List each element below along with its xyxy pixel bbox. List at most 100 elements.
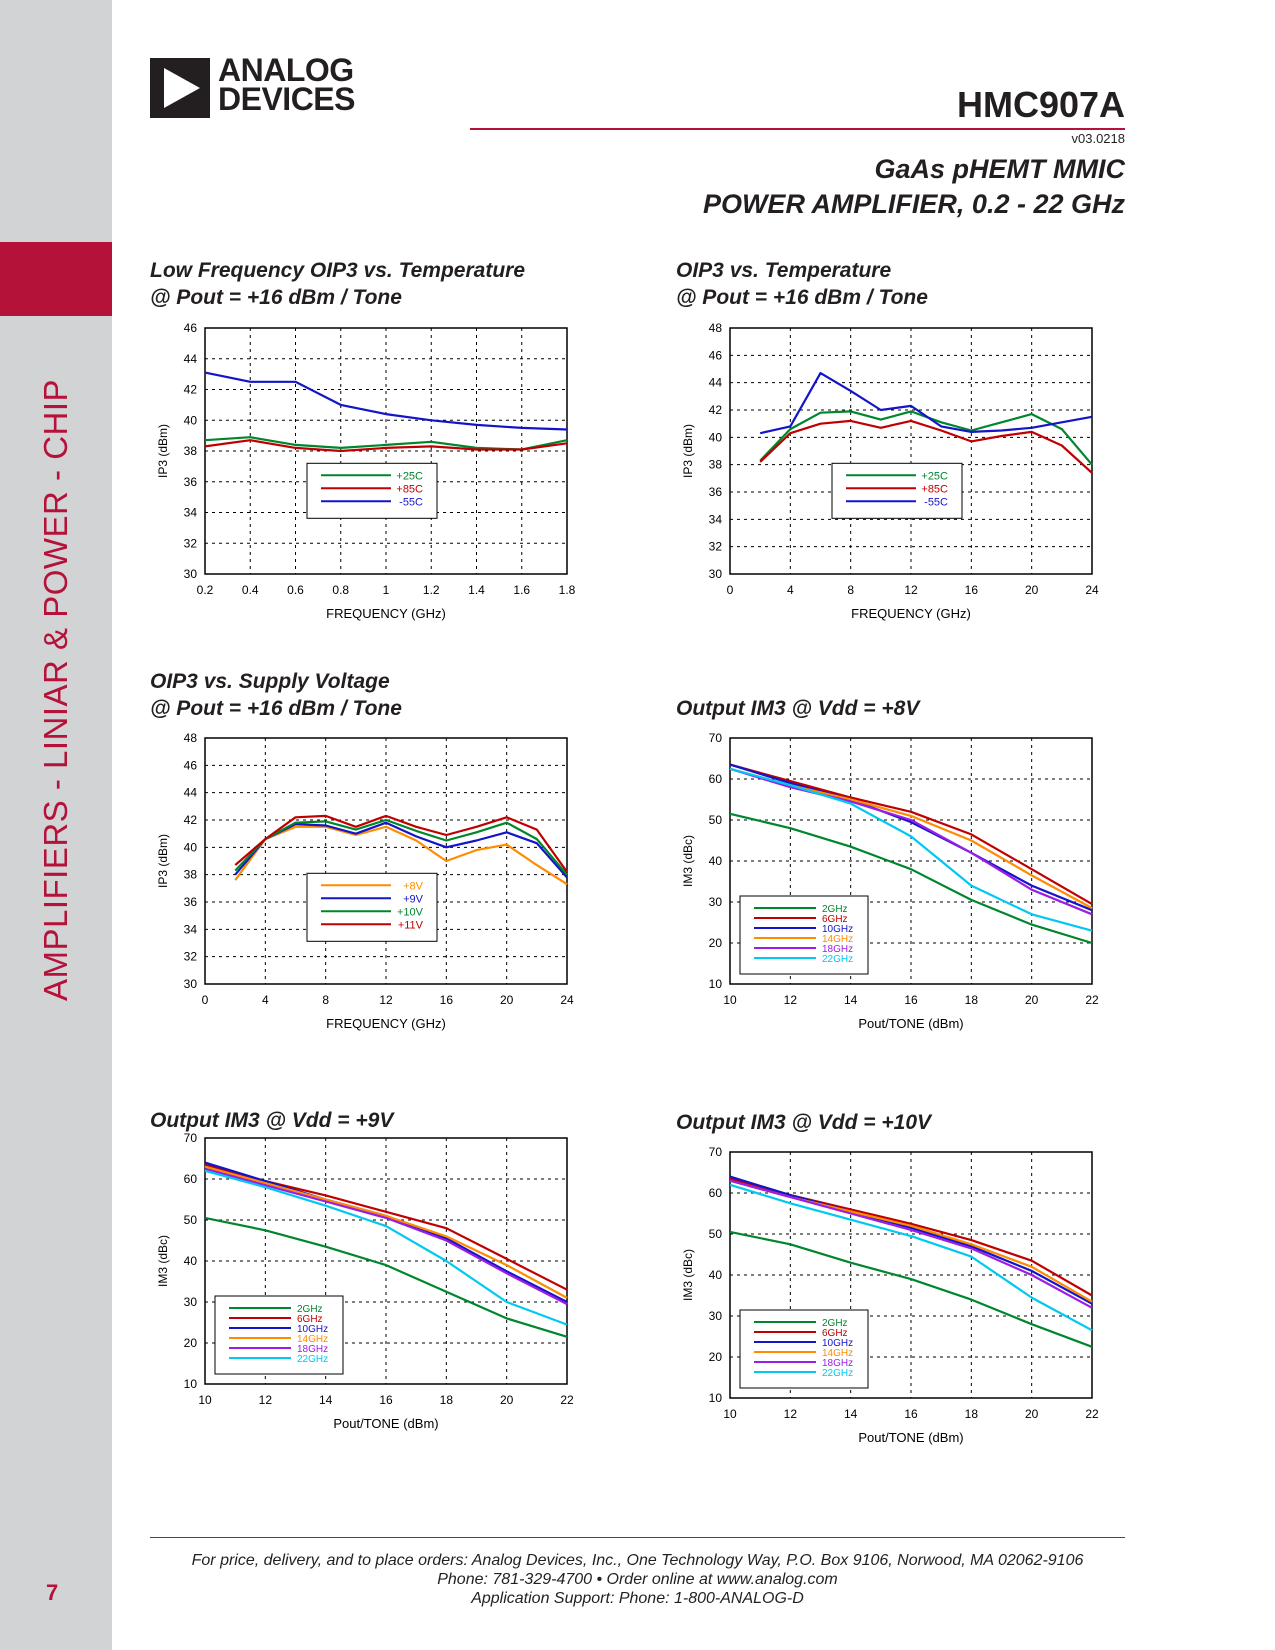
series-line-2GHz [729, 1230, 1093, 1348]
legend-label: +25C [396, 470, 423, 482]
y-tick-label: 38 [184, 868, 198, 882]
x-tick-label: 12 [379, 993, 393, 1007]
y-axis-label: IP3 (dBm) [681, 424, 695, 478]
series-line-22GHz [729, 1183, 1093, 1332]
y-tick-label: 40 [709, 1268, 723, 1282]
x-tick-label: 4 [262, 993, 269, 1007]
y-tick-label: 30 [709, 895, 723, 909]
y-tick-label: 46 [709, 348, 723, 362]
x-tick-label: 1.2 [423, 583, 440, 597]
chart-title-im3-8v: Output IM3 @ Vdd = +8V [676, 695, 919, 722]
series-line-+11V [234, 814, 568, 873]
y-tick-label: 10 [184, 1377, 198, 1391]
x-tick-label: 10 [723, 1407, 737, 1421]
legend-label: +10V [397, 906, 424, 918]
y-tick-label: 60 [184, 1172, 198, 1186]
legend-label: 14GHz [822, 934, 853, 945]
y-tick-label: 40 [184, 413, 198, 427]
series-line--55C [759, 371, 1093, 435]
y-tick-label: 30 [709, 1309, 723, 1323]
sidebar-accent-block [0, 242, 112, 316]
series-line-18GHz [729, 767, 1093, 916]
legend-label: +85C [396, 483, 423, 495]
chart-title-im3-10v: Output IM3 @ Vdd = +10V [676, 1109, 931, 1136]
x-tick-label: 14 [844, 993, 858, 1007]
x-tick-label: 22 [1085, 1407, 1099, 1421]
chart-title-low-freq-oip3: Low Frequency OIP3 vs. Temperature @ Pou… [150, 257, 525, 311]
y-tick-label: 36 [184, 475, 198, 489]
series-line-+85C [204, 439, 568, 453]
y-tick-label: 70 [709, 1145, 723, 1159]
legend-label: +25C [921, 470, 948, 482]
y-tick-label: 20 [709, 1350, 723, 1364]
product-subtitle: GaAs pHEMT MMIC POWER AMPLIFIER, 0.2 - 2… [703, 152, 1125, 222]
x-tick-label: 8 [322, 993, 329, 1007]
x-axis-label: FREQUENCY (GHz) [851, 606, 971, 621]
x-tick-label: 0.4 [242, 583, 259, 597]
y-tick-label: 50 [709, 1227, 723, 1241]
legend-label: 22GHz [822, 1368, 853, 1379]
legend-label: 18GHz [822, 1358, 853, 1369]
legend-label: 22GHz [822, 954, 853, 965]
plot-frame [204, 737, 568, 985]
legend-label: 2GHz [822, 904, 848, 915]
series-line-10GHz [729, 1175, 1093, 1305]
legend-label: 2GHz [822, 1318, 848, 1329]
x-tick-label: 16 [440, 993, 454, 1007]
legend-label: 10GHz [297, 1324, 328, 1335]
x-tick-label: 12 [259, 1393, 273, 1407]
y-axis-label: IP3 (dBm) [156, 834, 170, 888]
series-line-18GHz [204, 1167, 568, 1306]
legend-label: 18GHz [297, 1344, 328, 1355]
chart-output-im3-vdd-10v: 10 12 14 16 18 20 22 10 20 30 40 50 60 70 Pout/TONE (d… [681, 1145, 1099, 1445]
chart-title-im3-9v: Output IM3 @ Vdd = +9V [150, 1107, 393, 1134]
y-tick-label: 38 [709, 458, 723, 472]
x-tick-label: 0.8 [332, 583, 349, 597]
x-tick-label: 1.6 [513, 583, 530, 597]
y-tick-label: 34 [184, 922, 198, 936]
y-axis-label: IM3 (dBc) [681, 835, 695, 887]
x-tick-label: 12 [784, 1407, 798, 1421]
footer-line1: For price, delivery, and to place orders… [191, 1552, 1084, 1569]
plot-frame [729, 327, 1093, 575]
legend-label: 10GHz [822, 1338, 853, 1349]
x-tick-label: 24 [1085, 583, 1099, 597]
y-axis-label: IM3 (dBc) [156, 1235, 170, 1287]
y-tick-label: 46 [184, 758, 198, 772]
x-tick-label: 16 [904, 993, 918, 1007]
footer-line3: Application Support: Phone: 1-800-ANALOG… [471, 1590, 804, 1607]
legend-label: +11V [398, 919, 424, 931]
y-tick-label: 20 [709, 936, 723, 950]
section-title: AMPLIFIERS - LINIAR & POWER - CHIP [37, 378, 74, 1002]
legend-label: 2GHz [297, 1304, 323, 1315]
series-line-2GHz [729, 812, 1093, 945]
series-line-+85C [759, 419, 1093, 474]
legend-label: 14GHz [822, 1348, 853, 1359]
series-line-+8V [234, 825, 568, 886]
x-tick-label: 22 [560, 1393, 574, 1407]
chart-oip3-vs-temperature: 0 4 8 12 16 20 2430323436384042444648FREQUENCY… [681, 321, 1099, 621]
footer: For price, delivery, and to place orders… [150, 1551, 1125, 1608]
y-tick-label: 34 [184, 506, 198, 520]
x-tick-label: 18 [965, 993, 979, 1007]
y-tick-label: 70 [184, 1131, 198, 1145]
legend-label: +9V [403, 893, 424, 905]
x-tick-label: 10 [198, 1393, 212, 1407]
x-tick-label: 20 [1025, 1407, 1039, 1421]
y-axis-label: IM3 (dBc) [681, 1249, 695, 1301]
x-tick-label: 20 [1025, 583, 1039, 597]
legend-label: 14GHz [297, 1334, 328, 1345]
y-axis-label: IP3 (dBm) [156, 424, 170, 478]
x-tick-label: 4 [787, 583, 794, 597]
logo-triangle-icon [150, 58, 210, 118]
x-tick-label: 16 [379, 1393, 393, 1407]
chart-title-line: Output IM3 @ Vdd = +8V [676, 697, 920, 720]
chart-title-line: Low Frequency OIP3 vs. Temperature [150, 259, 526, 282]
legend-label: 6GHz [297, 1314, 323, 1325]
plot-frame [729, 1151, 1093, 1399]
x-tick-label: 0 [727, 583, 734, 597]
x-axis-label: FREQUENCY (GHz) [326, 1016, 446, 1031]
y-tick-label: 42 [184, 813, 198, 827]
series-line-14GHz [204, 1165, 568, 1299]
x-tick-label: 10 [723, 993, 737, 1007]
